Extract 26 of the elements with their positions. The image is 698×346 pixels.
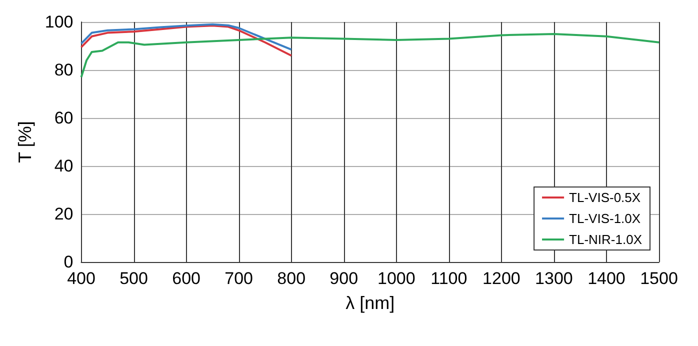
x-tick-label: 900 bbox=[330, 269, 358, 288]
x-tick-label: 1000 bbox=[377, 269, 416, 288]
y-axis-title: T [%] bbox=[15, 121, 35, 163]
x-tick-label: 800 bbox=[277, 269, 306, 288]
line-series bbox=[80, 24, 292, 57]
legend-label: TL-NIR-1.0X bbox=[569, 232, 642, 247]
x-tick-label: 1400 bbox=[588, 269, 626, 288]
y-tick-label: 60 bbox=[54, 108, 74, 128]
legend-label: TL-VIS-1.0X bbox=[569, 211, 641, 226]
x-tick-label: 700 bbox=[224, 269, 254, 288]
x-tick-label: 500 bbox=[120, 269, 148, 288]
x-tick-label: 400 bbox=[67, 269, 96, 288]
x-tick-label: 1200 bbox=[482, 269, 520, 288]
y-tick-label: 20 bbox=[54, 204, 74, 224]
y-tick-label: 80 bbox=[54, 60, 74, 80]
y-tick-label: 0 bbox=[64, 252, 74, 272]
x-axis-title: λ [nm] bbox=[346, 293, 395, 313]
legend-label: TL-VIS-0.5X bbox=[569, 190, 641, 205]
x-tick-label: 600 bbox=[172, 269, 200, 288]
x-tick-label: 1300 bbox=[535, 269, 573, 288]
line-series bbox=[80, 33, 660, 78]
x-tick-label: 1500 bbox=[640, 269, 678, 288]
x-tick-label: 1100 bbox=[430, 269, 468, 288]
y-tick-label: 40 bbox=[54, 156, 74, 176]
line-series bbox=[80, 23, 292, 51]
y-tick-label: 100 bbox=[44, 12, 74, 32]
